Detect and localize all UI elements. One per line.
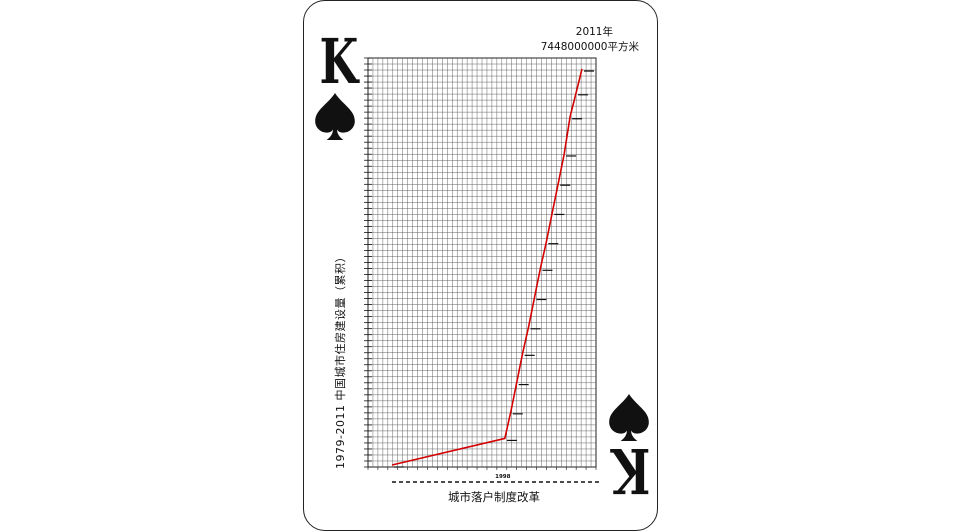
- x-axis-ticks: [367, 467, 597, 470]
- spade-icon: [315, 93, 355, 140]
- reform-caption: 城市落户制度改革: [448, 490, 540, 504]
- point-marks: [394, 70, 594, 468]
- y-axis-ticks: [364, 57, 372, 468]
- end-value-label: 7448000000平方米: [540, 41, 639, 53]
- series-line: [391, 68, 583, 466]
- point-labels: 1998: [495, 474, 510, 480]
- chart-grid: [367, 57, 597, 468]
- spade-icon: [609, 394, 649, 441]
- rank-top: K: [319, 25, 359, 98]
- rank-bottom: K: [611, 434, 651, 507]
- end-year-label: 2011年: [575, 26, 613, 38]
- playing-card: K 2011年 7448000000平方米 1979-2011 中国城市住房建设…: [303, 0, 658, 531]
- housing-chart: 1998: [364, 57, 600, 483]
- x-marker-label: 1998: [495, 474, 510, 480]
